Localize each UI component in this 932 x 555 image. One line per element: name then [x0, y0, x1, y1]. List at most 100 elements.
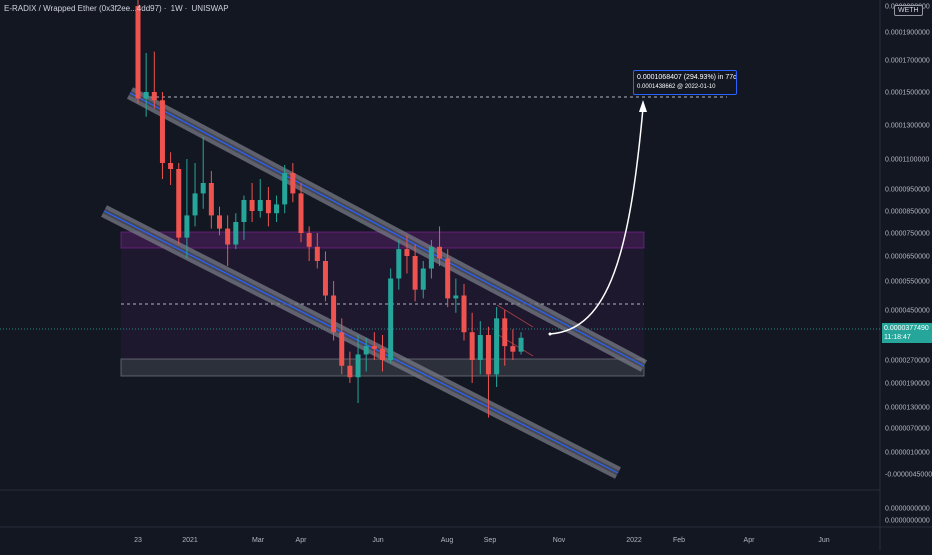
candle-up[interactable] [233, 222, 239, 245]
candle-down[interactable] [380, 348, 385, 360]
time-tick-label: 23 [134, 537, 142, 544]
candle-up[interactable] [184, 215, 190, 238]
candle-down[interactable] [176, 169, 182, 238]
price-tick-label: 0.0001300000 [885, 123, 930, 130]
price-tick-label: 0.0000550000 [885, 279, 930, 286]
candle-up[interactable] [257, 200, 263, 211]
candle-down[interactable] [339, 332, 345, 366]
candle-down[interactable] [347, 365, 353, 378]
candle-down[interactable] [461, 295, 467, 333]
price-tick-label: 0.0000750000 [885, 231, 930, 238]
candle-up[interactable] [396, 249, 402, 279]
time-tick-label: Apr [744, 537, 756, 544]
candle-up[interactable] [388, 278, 394, 361]
last-price-value: 0.0000377490 [884, 325, 929, 332]
wedge-line-top[interactable] [496, 304, 534, 328]
price-tick-label: 0.0001100000 [885, 157, 929, 164]
candle-down[interactable] [298, 193, 304, 233]
interval-label[interactable]: 1W [170, 4, 183, 13]
candles-group [135, 0, 524, 418]
candle-up[interactable] [363, 346, 369, 355]
candle-down[interactable] [159, 100, 165, 163]
candle-up[interactable] [477, 335, 483, 360]
chart-header: E-RADIX / Wrapped Ether (0x3f2ee...4dd97… [4, 4, 229, 13]
time-axis-labels[interactable]: 23 2021 Mar Apr Jun Aug Sep Nov 2022 Feb Apr Jun [134, 537, 830, 544]
candle-up[interactable] [192, 193, 198, 216]
price-tick-label: 0.0000010000 [885, 450, 930, 457]
projection-line-2: 0.0001438662 @ 2022-01-10 [637, 84, 716, 90]
price-tick-label: -0.0000045000 [885, 472, 932, 479]
candle-down[interactable] [135, 6, 141, 99]
candle-up[interactable] [282, 173, 288, 205]
price-axis-labels[interactable]: 0.00020000000.00019000000.00017000000.00… [885, 4, 932, 525]
candle-down[interactable] [208, 183, 214, 216]
candle-down[interactable] [322, 261, 328, 296]
candle-down[interactable] [290, 173, 296, 194]
symbol-title[interactable]: E-RADIX / Wrapped Ether (0x3f2ee...4dd97… [4, 4, 162, 13]
price-tick-label: 0.0001700000 [885, 58, 930, 65]
candle-up[interactable] [428, 246, 434, 269]
price-tick-label: 0.0001500000 [885, 90, 930, 97]
quote-currency-badge[interactable]: WETH [894, 5, 923, 16]
time-tick-label: Jun [372, 537, 383, 544]
candle-down[interactable] [331, 295, 337, 333]
candle-down[interactable] [485, 335, 491, 375]
price-tick-label: 0.0000950000 [885, 187, 930, 194]
candle-up[interactable] [355, 354, 361, 378]
candle-up[interactable] [200, 183, 206, 194]
sub-pane-tick-label: 0.0000000000 [885, 518, 930, 525]
candle-down[interactable] [225, 228, 231, 245]
time-tick-label: Sep [484, 537, 497, 544]
price-tick-label: 0.0000450000 [885, 308, 930, 315]
candle-up[interactable] [494, 318, 500, 375]
price-tick-label: 0.0000270000 [885, 358, 930, 365]
projection-label-box[interactable]: 0.0001068407 (294.93%) in 77d 0.00014386… [633, 70, 737, 95]
candle-up[interactable] [241, 200, 247, 222]
time-tick-label: Aug [441, 537, 454, 544]
channel-lower-band[interactable] [101, 205, 621, 479]
time-tick-label: Feb [673, 537, 685, 544]
candle-up[interactable] [453, 295, 459, 299]
sub-pane-tick-label: 0.0000000000 [885, 506, 930, 513]
candle-down[interactable] [445, 258, 451, 299]
projection-line-1: 0.0001068407 (294.93%) in 77d [637, 74, 737, 81]
time-tick-label: Jun [818, 537, 829, 544]
candle-down[interactable] [151, 92, 157, 101]
time-tick-label: Apr [296, 537, 308, 544]
price-tick-label: 0.0000190000 [885, 381, 930, 388]
candle-down[interactable] [404, 249, 410, 256]
candle-up[interactable] [274, 204, 280, 214]
candle-down[interactable] [371, 346, 377, 349]
price-tick-label: 0.0000850000 [885, 209, 930, 216]
candle-down[interactable] [217, 215, 222, 229]
candle-up[interactable] [518, 337, 524, 352]
candle-up[interactable] [143, 92, 149, 99]
candle-down[interactable] [510, 346, 516, 352]
projection-start-dot [548, 332, 552, 336]
candle-down[interactable] [314, 246, 320, 261]
time-tick-label: 2022 [626, 537, 642, 544]
price-tick-label: 0.0000070000 [885, 426, 930, 433]
candle-down[interactable] [306, 233, 312, 247]
bar-countdown: 11:18:47 [884, 334, 911, 341]
candle-down[interactable] [437, 246, 443, 259]
candle-up[interactable] [420, 268, 426, 290]
time-tick-label: Mar [252, 537, 265, 544]
time-tick-label: Nov [553, 537, 566, 544]
candle-down[interactable] [168, 163, 174, 169]
projection-arrow[interactable] [549, 107, 644, 335]
candle-down[interactable] [412, 256, 418, 290]
candle-down[interactable] [502, 318, 508, 347]
last-price-tag: 0.0000377490 11:18:47 [882, 323, 932, 343]
candle-down[interactable] [265, 200, 271, 214]
time-tick-label: 2021 [182, 537, 198, 544]
candle-down[interactable] [469, 332, 475, 360]
candle-down[interactable] [249, 200, 255, 211]
price-tick-label: 0.0001900000 [885, 30, 930, 37]
price-tick-label: 0.0000650000 [885, 254, 930, 261]
projection-arrow-head [639, 100, 647, 112]
exchange-label: UNISWAP [191, 4, 229, 13]
channel-upper-band[interactable] [126, 87, 648, 372]
